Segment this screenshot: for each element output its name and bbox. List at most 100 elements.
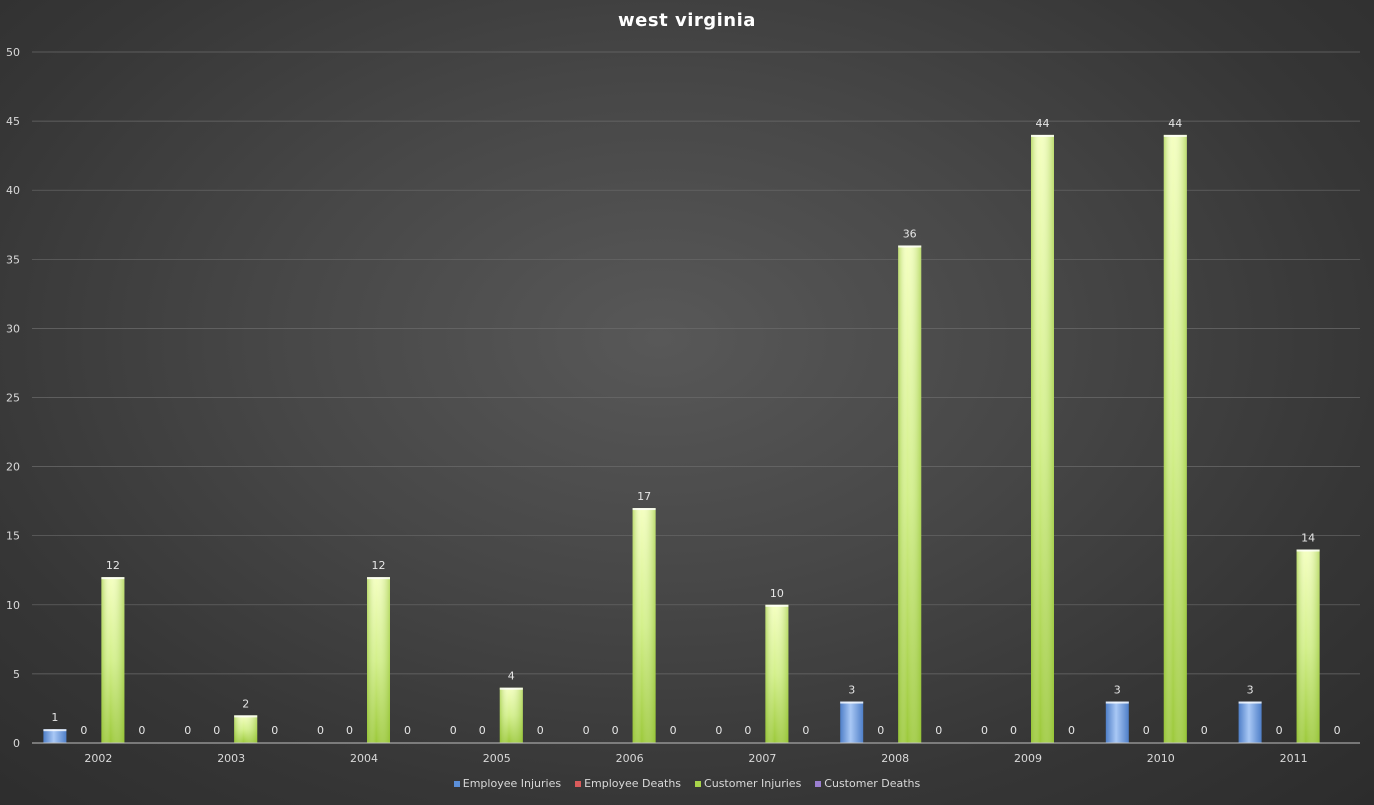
bar-top-highlight: [367, 577, 390, 580]
bar-top-highlight: [101, 577, 125, 580]
legend-swatch: [815, 780, 822, 787]
data-label: 0: [715, 724, 722, 737]
bar-shading: [367, 577, 390, 743]
data-label: 0: [138, 724, 145, 737]
y-tick-label: 45: [6, 115, 20, 128]
bars: [43, 134, 1320, 744]
data-label: 4: [508, 670, 515, 683]
x-tick-label: 2003: [217, 752, 245, 765]
data-label: 44: [1036, 117, 1050, 130]
legend-swatch: [453, 780, 460, 787]
x-tick-label: 2011: [1280, 752, 1308, 765]
legend-label: Customer Deaths: [824, 777, 921, 790]
data-label: 0: [802, 724, 809, 737]
data-label: 10: [770, 587, 784, 600]
y-axis-tick-labels: 0 5 10 15 20 25 30 35 40 45 50: [6, 46, 20, 750]
bar-top-highlight: [632, 508, 656, 511]
x-tick-label: 2010: [1147, 752, 1175, 765]
x-tick-label: 2009: [1014, 752, 1042, 765]
data-label: 0: [1334, 724, 1341, 737]
data-label: 3: [1247, 684, 1254, 697]
data-label: 0: [981, 724, 988, 737]
data-label: 12: [372, 559, 386, 572]
bar-shading: [1163, 134, 1187, 744]
bar-shading: [234, 715, 258, 743]
y-tick-label: 10: [6, 599, 20, 612]
data-label: 3: [1114, 684, 1121, 697]
data-label: 0: [450, 724, 457, 737]
data-label: 0: [612, 724, 619, 737]
data-label: 36: [903, 227, 917, 240]
x-tick-label: 2004: [350, 752, 378, 765]
data-label: 12: [106, 559, 120, 572]
data-label: 0: [213, 724, 220, 737]
bar-top-highlight: [1163, 134, 1187, 137]
x-tick-label: 2002: [84, 752, 112, 765]
data-label: 0: [1010, 724, 1017, 737]
legend-swatch: [695, 780, 702, 787]
bar-top-highlight: [898, 245, 922, 248]
bar: [1238, 701, 1262, 743]
bar-top-highlight: [499, 687, 523, 690]
legend-item: Customer Injuries: [695, 777, 801, 790]
bar-top-highlight: [234, 715, 258, 718]
data-label: 17: [637, 490, 651, 503]
data-label: 0: [479, 724, 486, 737]
bar-top-highlight: [1105, 701, 1129, 704]
data-label: 2: [242, 697, 249, 710]
bar: [840, 701, 864, 743]
data-label: 0: [935, 724, 942, 737]
y-tick-label: 25: [6, 392, 20, 405]
data-label: 0: [404, 724, 411, 737]
data-label: 0: [583, 724, 590, 737]
data-label: 0: [317, 724, 324, 737]
legend: Employee Injuries Employee Deaths Customer…: [0, 777, 1374, 790]
data-label: 0: [184, 724, 191, 737]
data-label: 44: [1168, 117, 1182, 130]
y-tick-label: 35: [6, 253, 20, 266]
legend-label: Employee Deaths: [584, 777, 682, 790]
y-tick-label: 50: [6, 46, 20, 59]
bar: [43, 729, 67, 743]
data-label: 0: [346, 724, 353, 737]
bar-shading: [632, 508, 656, 743]
y-tick-label: 5: [13, 668, 20, 681]
data-label: 0: [1276, 724, 1283, 737]
bar-shading: [898, 245, 922, 744]
data-label: 0: [271, 724, 278, 737]
y-tick-label: 15: [6, 530, 20, 543]
data-label: 0: [744, 724, 751, 737]
y-tick-label: 0: [13, 737, 20, 750]
legend-item: Customer Deaths: [815, 777, 920, 790]
x-tick-label: 2008: [881, 752, 909, 765]
bar-shading: [1296, 549, 1320, 743]
legend-label: Customer Injuries: [704, 777, 802, 790]
data-label: 0: [80, 724, 87, 737]
data-label: 14: [1301, 532, 1315, 545]
bar-shading: [499, 687, 523, 743]
bar: [1105, 701, 1129, 743]
bar-shading: [1031, 134, 1054, 744]
legend-item: Employee Deaths: [575, 777, 681, 790]
data-label: 0: [670, 724, 677, 737]
x-tick-label: 2006: [616, 752, 644, 765]
x-tick-label: 2007: [748, 752, 776, 765]
x-tick-label: 2005: [483, 752, 511, 765]
legend-swatch: [575, 780, 582, 787]
bar-top-highlight: [765, 604, 789, 607]
legend-item: Employee Injuries: [453, 777, 561, 790]
bar-top-highlight: [43, 729, 67, 732]
data-label: 0: [1068, 724, 1075, 737]
bar-top-highlight: [840, 701, 864, 704]
data-label: 0: [537, 724, 544, 737]
y-tick-label: 30: [6, 322, 20, 335]
bar-shading: [101, 577, 125, 743]
y-tick-label: 40: [6, 184, 20, 197]
data-label: 0: [877, 724, 884, 737]
x-axis-tick-labels: 2002 2003 2004 2005 2006 2007 2008 2009 2010 2011: [84, 752, 1307, 765]
y-tick-label: 20: [6, 461, 20, 474]
chart-title: west virginia: [618, 10, 756, 31]
data-label: 0: [1143, 724, 1150, 737]
